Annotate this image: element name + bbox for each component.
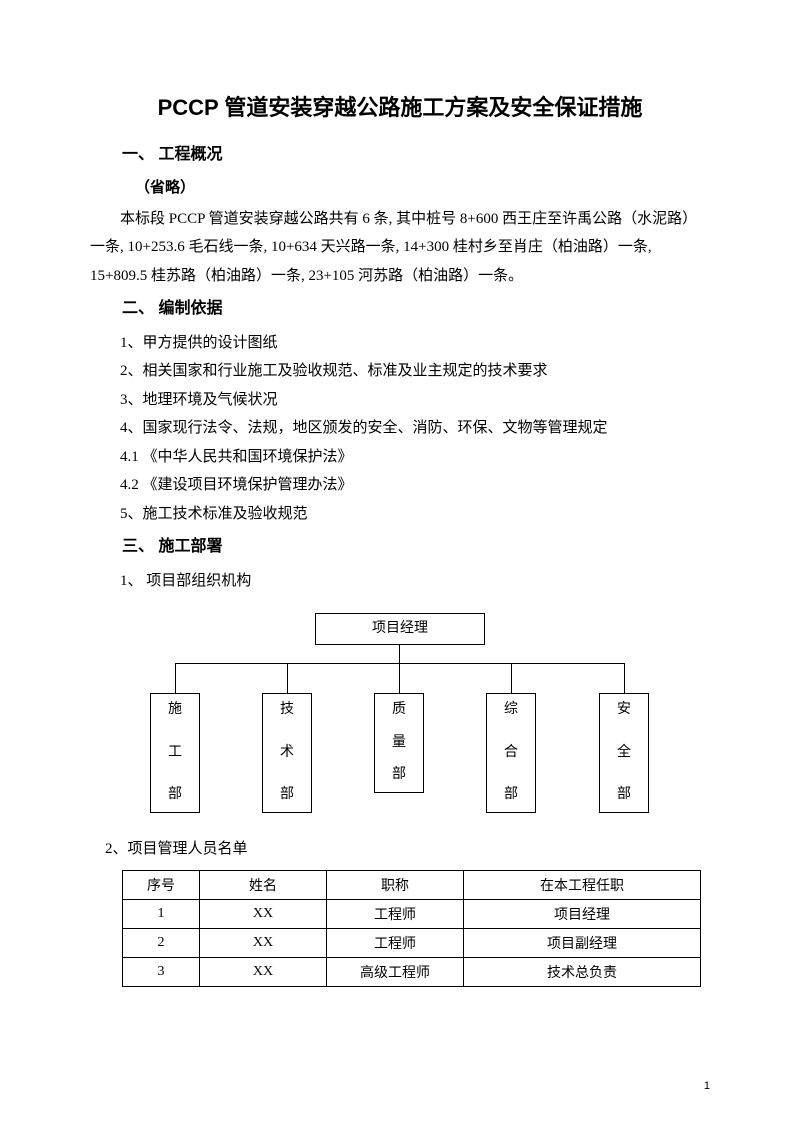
d3c: 部 [392,767,406,784]
section3-head: 三、 施工部署 [90,532,710,562]
cell: 高级工程师 [327,957,464,986]
d4b: 合 [504,745,518,762]
d3a: 质 [392,702,406,719]
org-line [511,663,512,693]
table-row: 2 XX 工程师 项目副经理 [123,928,701,957]
cell: XX [200,899,327,928]
section3-item2: 2、项目管理人员名单 [90,835,710,864]
org-line [399,663,400,693]
table-row: 3 XX 高级工程师 技术总负责 [123,957,701,986]
th-seq: 序号 [123,870,200,899]
d4c: 部 [504,787,518,804]
table-row: 1 XX 工程师 项目经理 [123,899,701,928]
d2a: 技 [280,702,294,719]
section2-item5: 5、施工技术标准及验收规范 [90,500,710,529]
section2-head: 二、 编制依据 [90,294,710,324]
d5c: 部 [617,787,631,804]
table-header-row: 序号 姓名 职称 在本工程任职 [123,870,701,899]
d5b: 全 [617,745,631,762]
cell: XX [200,928,327,957]
section2-item2: 2、相关国家和行业施工及验收规范、标准及业主规定的技术要求 [90,357,710,386]
org-line [399,645,400,663]
section1-sub: （省略） [90,174,710,203]
cell: 1 [123,899,200,928]
section1-para: 本标段 PCCP 管道安装穿越公路共有 6 条, 其中桩号 8+600 西王庄至… [90,205,710,291]
org-line [624,663,625,693]
org-dept-4: 综 合 部 [486,693,536,813]
section2-item41: 4.1 《中华人民共和国环境保护法》 [90,443,710,472]
section3-item1: 1、 项目部组织机构 [90,567,710,596]
section2-item4: 4、国家现行法令、法规，地区颁发的安全、消防、环保、文物等管理规定 [90,414,710,443]
org-line [287,663,288,693]
section2-item1: 1、甲方提供的设计图纸 [90,329,710,358]
org-dept-3: 质 量 部 [374,693,424,793]
d2c: 部 [280,787,294,804]
org-chart: 项目经理 施 工 部 技 术 部 质 量 部 综 合 部 [130,613,670,813]
page-title: PCCP 管道安装穿越公路施工方案及安全保证措施 [90,90,710,122]
d1b: 工 [168,745,182,762]
section2-item3: 3、地理环境及气候状况 [90,386,710,415]
cell: XX [200,957,327,986]
th-title: 职称 [327,870,464,899]
d2b: 术 [280,745,294,762]
org-dept-5: 安 全 部 [599,693,649,813]
cell: 项目副经理 [464,928,701,957]
org-line [175,663,176,693]
org-dept-1: 施 工 部 [150,693,200,813]
personnel-table: 序号 姓名 职称 在本工程任职 1 XX 工程师 项目经理 2 XX 工程师 项… [122,870,701,987]
th-name: 姓名 [200,870,327,899]
org-line [175,663,625,664]
page-number: 1 [704,1080,710,1092]
section1-head: 一、 工程概况 [90,140,710,170]
cell: 3 [123,957,200,986]
cell: 工程师 [327,928,464,957]
th-role: 在本工程任职 [464,870,701,899]
cell: 工程师 [327,899,464,928]
document-page: PCCP 管道安装穿越公路施工方案及安全保证措施 一、 工程概况 （省略） 本标… [0,0,800,1132]
section2-item42: 4.2 《建设项目环境保护管理办法》 [90,471,710,500]
cell: 项目经理 [464,899,701,928]
d1c: 部 [168,787,182,804]
cell: 2 [123,928,200,957]
d5a: 安 [617,702,631,719]
org-dept-2: 技 术 部 [262,693,312,813]
org-top-box: 项目经理 [315,613,485,645]
d4a: 综 [504,702,518,719]
cell: 技术总负责 [464,957,701,986]
d1a: 施 [168,702,182,719]
d3b: 量 [392,735,406,752]
